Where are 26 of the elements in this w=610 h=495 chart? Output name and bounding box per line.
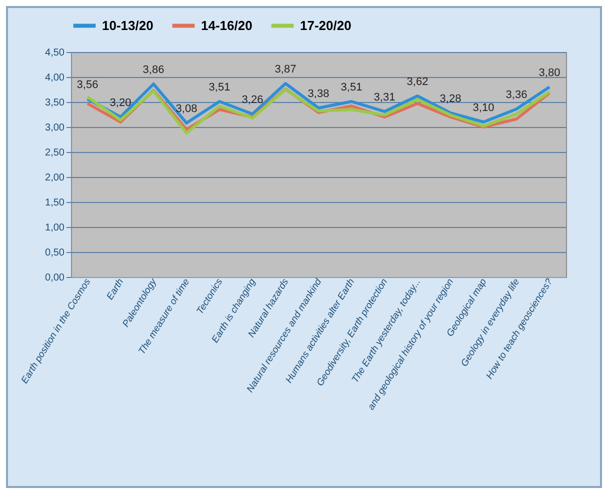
y-tick-label: 1,50	[45, 198, 65, 208]
data-label: 3,10	[472, 102, 494, 114]
legend-label: 14-16/20	[201, 18, 252, 33]
legend-label: 10-13/20	[102, 18, 154, 33]
data-label: 3,56	[76, 79, 98, 91]
y-tick-label: 3,00	[45, 122, 65, 134]
y-tick-label: 1,00	[45, 222, 65, 234]
y-tick-label: 3,50	[45, 98, 65, 108]
data-label: 3,87	[274, 64, 296, 76]
data-label: 3,51	[340, 82, 362, 94]
data-label: 3,31	[374, 92, 396, 104]
y-tick-label: 2,50	[45, 148, 65, 158]
legend-label: 17-20/20	[300, 18, 352, 33]
y-tick-label: 4,00	[45, 72, 65, 84]
data-label: 3,38	[308, 88, 330, 100]
data-label: 3,51	[208, 82, 230, 94]
y-tick-label: 0,00	[45, 272, 65, 284]
data-label: 3,62	[406, 76, 428, 88]
y-tick-label: 4,50	[45, 48, 65, 58]
data-label: 3,28	[440, 93, 462, 105]
y-tick-label: 2,00	[45, 172, 65, 184]
data-label: 3,36	[506, 89, 528, 101]
data-label: 3,08	[176, 103, 198, 115]
data-label: 3,80	[538, 67, 560, 79]
data-label: 3,86	[142, 64, 164, 76]
y-tick-label: 0,50	[45, 248, 65, 258]
